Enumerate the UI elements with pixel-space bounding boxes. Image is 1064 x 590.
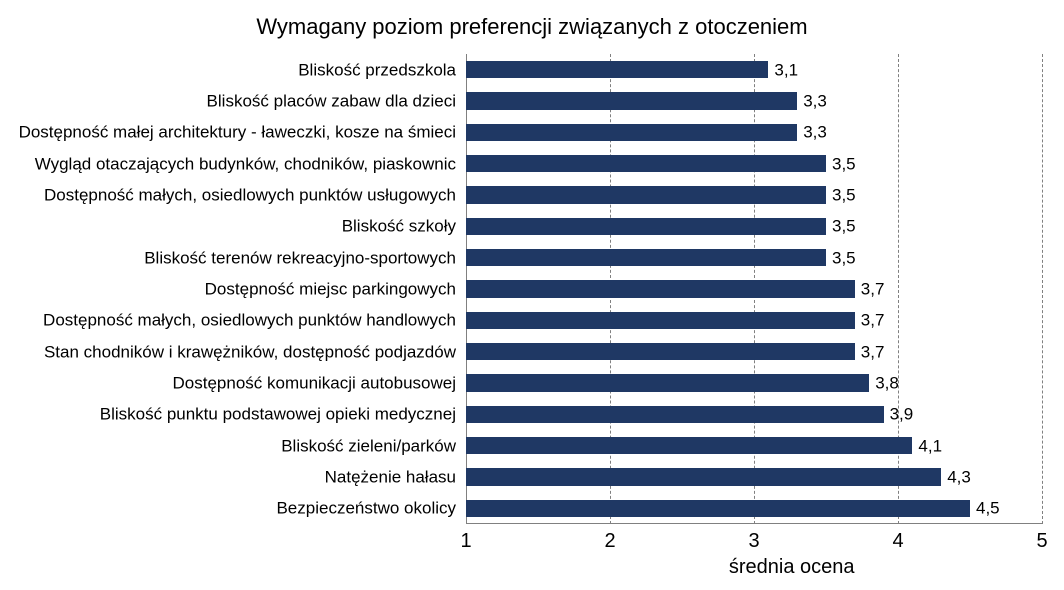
category-label: Dostępność małych, osiedlowych punktów u… [44, 187, 466, 204]
bar [466, 186, 826, 203]
bar [466, 374, 869, 391]
category-label: Bliskość szkoły [342, 218, 466, 235]
category-label: Wygląd otaczających budynków, chodników,… [35, 155, 466, 172]
bar [466, 468, 941, 485]
category-label: Bliskość terenów rekreacyjno-sportowych [144, 249, 466, 266]
bar [466, 92, 797, 109]
bar [466, 343, 855, 360]
value-label: 3,3 [797, 124, 827, 141]
value-label: 3,5 [826, 187, 856, 204]
value-label: 3,7 [855, 343, 885, 360]
bar-chart: Wymagany poziom preferencji związanych z… [0, 0, 1064, 590]
value-label: 4,3 [941, 469, 971, 486]
x-axis-line [466, 523, 1042, 524]
category-label: Dostępność komunikacji autobusowej [173, 375, 467, 392]
bar [466, 437, 912, 454]
x-tick-label: 5 [1036, 530, 1047, 553]
x-axis-label: średnia ocena [729, 556, 855, 579]
bar [466, 61, 768, 78]
bar [466, 280, 855, 297]
value-label: 3,3 [797, 93, 827, 110]
category-label: Natężenie hałasu [325, 469, 466, 486]
bar [466, 249, 826, 266]
category-label: Bezpieczeństwo okolicy [276, 500, 466, 517]
bar [466, 124, 797, 141]
category-label: Dostępność małej architektury - ławeczki… [19, 124, 466, 141]
category-label: Dostępność małych, osiedlowych punktów h… [43, 312, 466, 329]
value-label: 3,5 [826, 155, 856, 172]
bar [466, 312, 855, 329]
bar [466, 406, 884, 423]
category-label: Bliskość punktu podstawowej opieki medyc… [100, 406, 466, 423]
value-label: 4,1 [912, 437, 942, 454]
category-label: Bliskość przedszkola [298, 61, 466, 78]
category-label: Stan chodników i krawężników, dostępność… [44, 343, 466, 360]
category-label: Bliskość zieleni/parków [281, 437, 466, 454]
value-label: 3,9 [884, 406, 914, 423]
bar [466, 218, 826, 235]
value-label: 3,5 [826, 218, 856, 235]
category-label: Dostępność miejsc parkingowych [205, 281, 466, 298]
gridline [1042, 54, 1043, 524]
value-label: 3,5 [826, 249, 856, 266]
category-label: Bliskość placów zabaw dla dzieci [207, 93, 466, 110]
value-label: 4,5 [970, 500, 1000, 517]
plot-area: 12345Bliskość przedszkola3,1Bliskość pla… [466, 54, 1042, 524]
value-label: 3,7 [855, 312, 885, 329]
x-tick-label: 1 [460, 530, 471, 553]
value-label: 3,1 [768, 61, 798, 78]
x-tick-label: 4 [892, 530, 903, 553]
bar [466, 155, 826, 172]
value-label: 3,8 [869, 375, 899, 392]
chart-title: Wymagany poziom preferencji związanych z… [0, 14, 1064, 40]
value-label: 3,7 [855, 281, 885, 298]
x-tick-label: 3 [748, 530, 759, 553]
x-tick-label: 2 [604, 530, 615, 553]
bar [466, 500, 970, 517]
